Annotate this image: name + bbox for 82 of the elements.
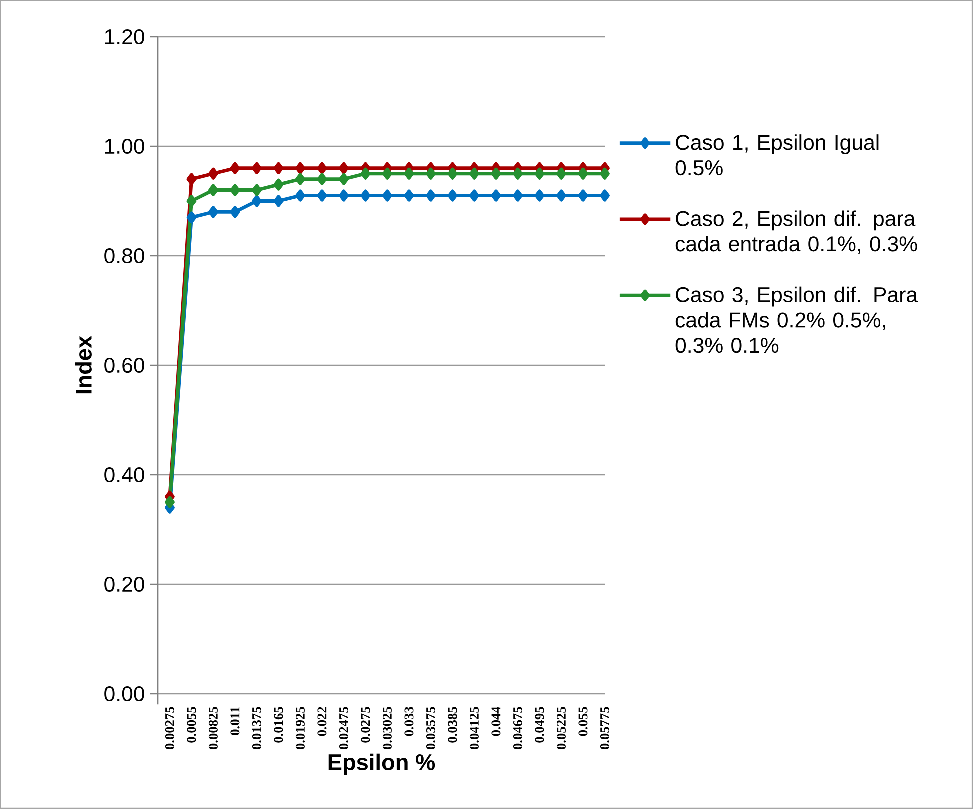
point: [274, 195, 284, 208]
x-tick-label: 0.00825: [208, 707, 218, 750]
x-tick-label: 0.04675: [513, 707, 523, 750]
point: [339, 173, 349, 186]
point: [426, 190, 436, 202]
point: [230, 184, 240, 196]
point: [208, 206, 218, 218]
point: [491, 190, 502, 202]
y-tick-label: 1.20: [105, 29, 144, 45]
point: [470, 168, 480, 180]
y-tick-label: 0.60: [104, 358, 144, 374]
point: [382, 190, 392, 202]
point: [534, 168, 545, 180]
point: [448, 168, 458, 180]
x-tick-label: 0.0275: [361, 707, 370, 743]
x-tick-label: 0.01375: [252, 707, 262, 750]
x-tick-label: 0.04125: [470, 707, 480, 750]
x-tick-label: 0.0495: [535, 707, 544, 743]
legend-label: Caso 3, Epsilon dif. Para cada FMs 0.2% 0.5%, 0.3% 0.1%: [676, 286, 918, 354]
point: [491, 168, 502, 180]
point: [578, 190, 588, 202]
point: [513, 190, 523, 202]
point: [556, 190, 566, 202]
point: [252, 195, 262, 208]
x-tick-label: 0.0165: [274, 707, 284, 743]
point: [470, 190, 480, 202]
y-axis-title: Index: [75, 336, 92, 394]
point: [360, 190, 371, 202]
x-tick-label: 0.0055: [187, 707, 196, 743]
point: [230, 206, 240, 218]
point: [296, 162, 306, 174]
x-tick-label: 0.011: [230, 707, 240, 736]
point: [426, 168, 436, 180]
point: [382, 168, 392, 180]
point: [165, 496, 175, 508]
point: [186, 195, 197, 208]
point: [317, 173, 328, 186]
point: [339, 162, 349, 174]
x-tick-label: 0.033: [404, 707, 414, 736]
point: [448, 190, 458, 202]
point: [404, 190, 414, 202]
point: [274, 178, 284, 191]
x-tick-label: 0.05775: [600, 707, 610, 750]
x-tick-label: 0.01925: [296, 707, 306, 750]
x-tick-label: 0.02475: [339, 707, 349, 750]
x-tick-label: 0.044: [492, 706, 501, 736]
point: [556, 168, 566, 180]
point: [296, 190, 306, 202]
y-tick-label: 0.00: [104, 686, 144, 702]
point: [317, 190, 328, 202]
y-tick-label: 1.00: [105, 138, 144, 154]
point: [317, 162, 328, 174]
point: [600, 168, 610, 180]
legend-label: Caso 1, Epsilon Igual 0.5%: [676, 134, 879, 176]
legend-label: Caso 2, Epsilon dif. para cada entrada 0.1%, 0.3%: [676, 210, 918, 254]
y-tick-label: 0.20: [104, 576, 144, 592]
x-tick-label: 0.0385: [448, 707, 458, 743]
point: [360, 168, 371, 180]
x-tick-label: 0.03575: [426, 707, 436, 750]
x-tick-label: 0.055: [578, 707, 588, 736]
point: [578, 168, 588, 180]
y-tick-label: 0.80: [104, 248, 144, 264]
x-axis-title: Epsilon %: [328, 754, 436, 775]
point: [208, 168, 218, 180]
point: [513, 168, 523, 180]
point: [296, 173, 306, 186]
point: [274, 162, 284, 174]
point: [600, 190, 610, 202]
y-tick-label: 0.40: [104, 467, 144, 483]
x-tick-label: 0.03025: [382, 707, 392, 750]
point: [252, 162, 262, 174]
point: [186, 212, 197, 224]
x-tick-label: 0.00275: [165, 707, 174, 750]
point: [404, 168, 414, 180]
point: [339, 190, 349, 202]
x-tick-label: 0.05225: [556, 707, 566, 750]
point: [208, 184, 218, 196]
point: [534, 190, 545, 202]
point: [252, 184, 262, 196]
point: [186, 173, 197, 186]
point: [230, 162, 240, 174]
x-tick-label: 0.022: [318, 707, 327, 736]
